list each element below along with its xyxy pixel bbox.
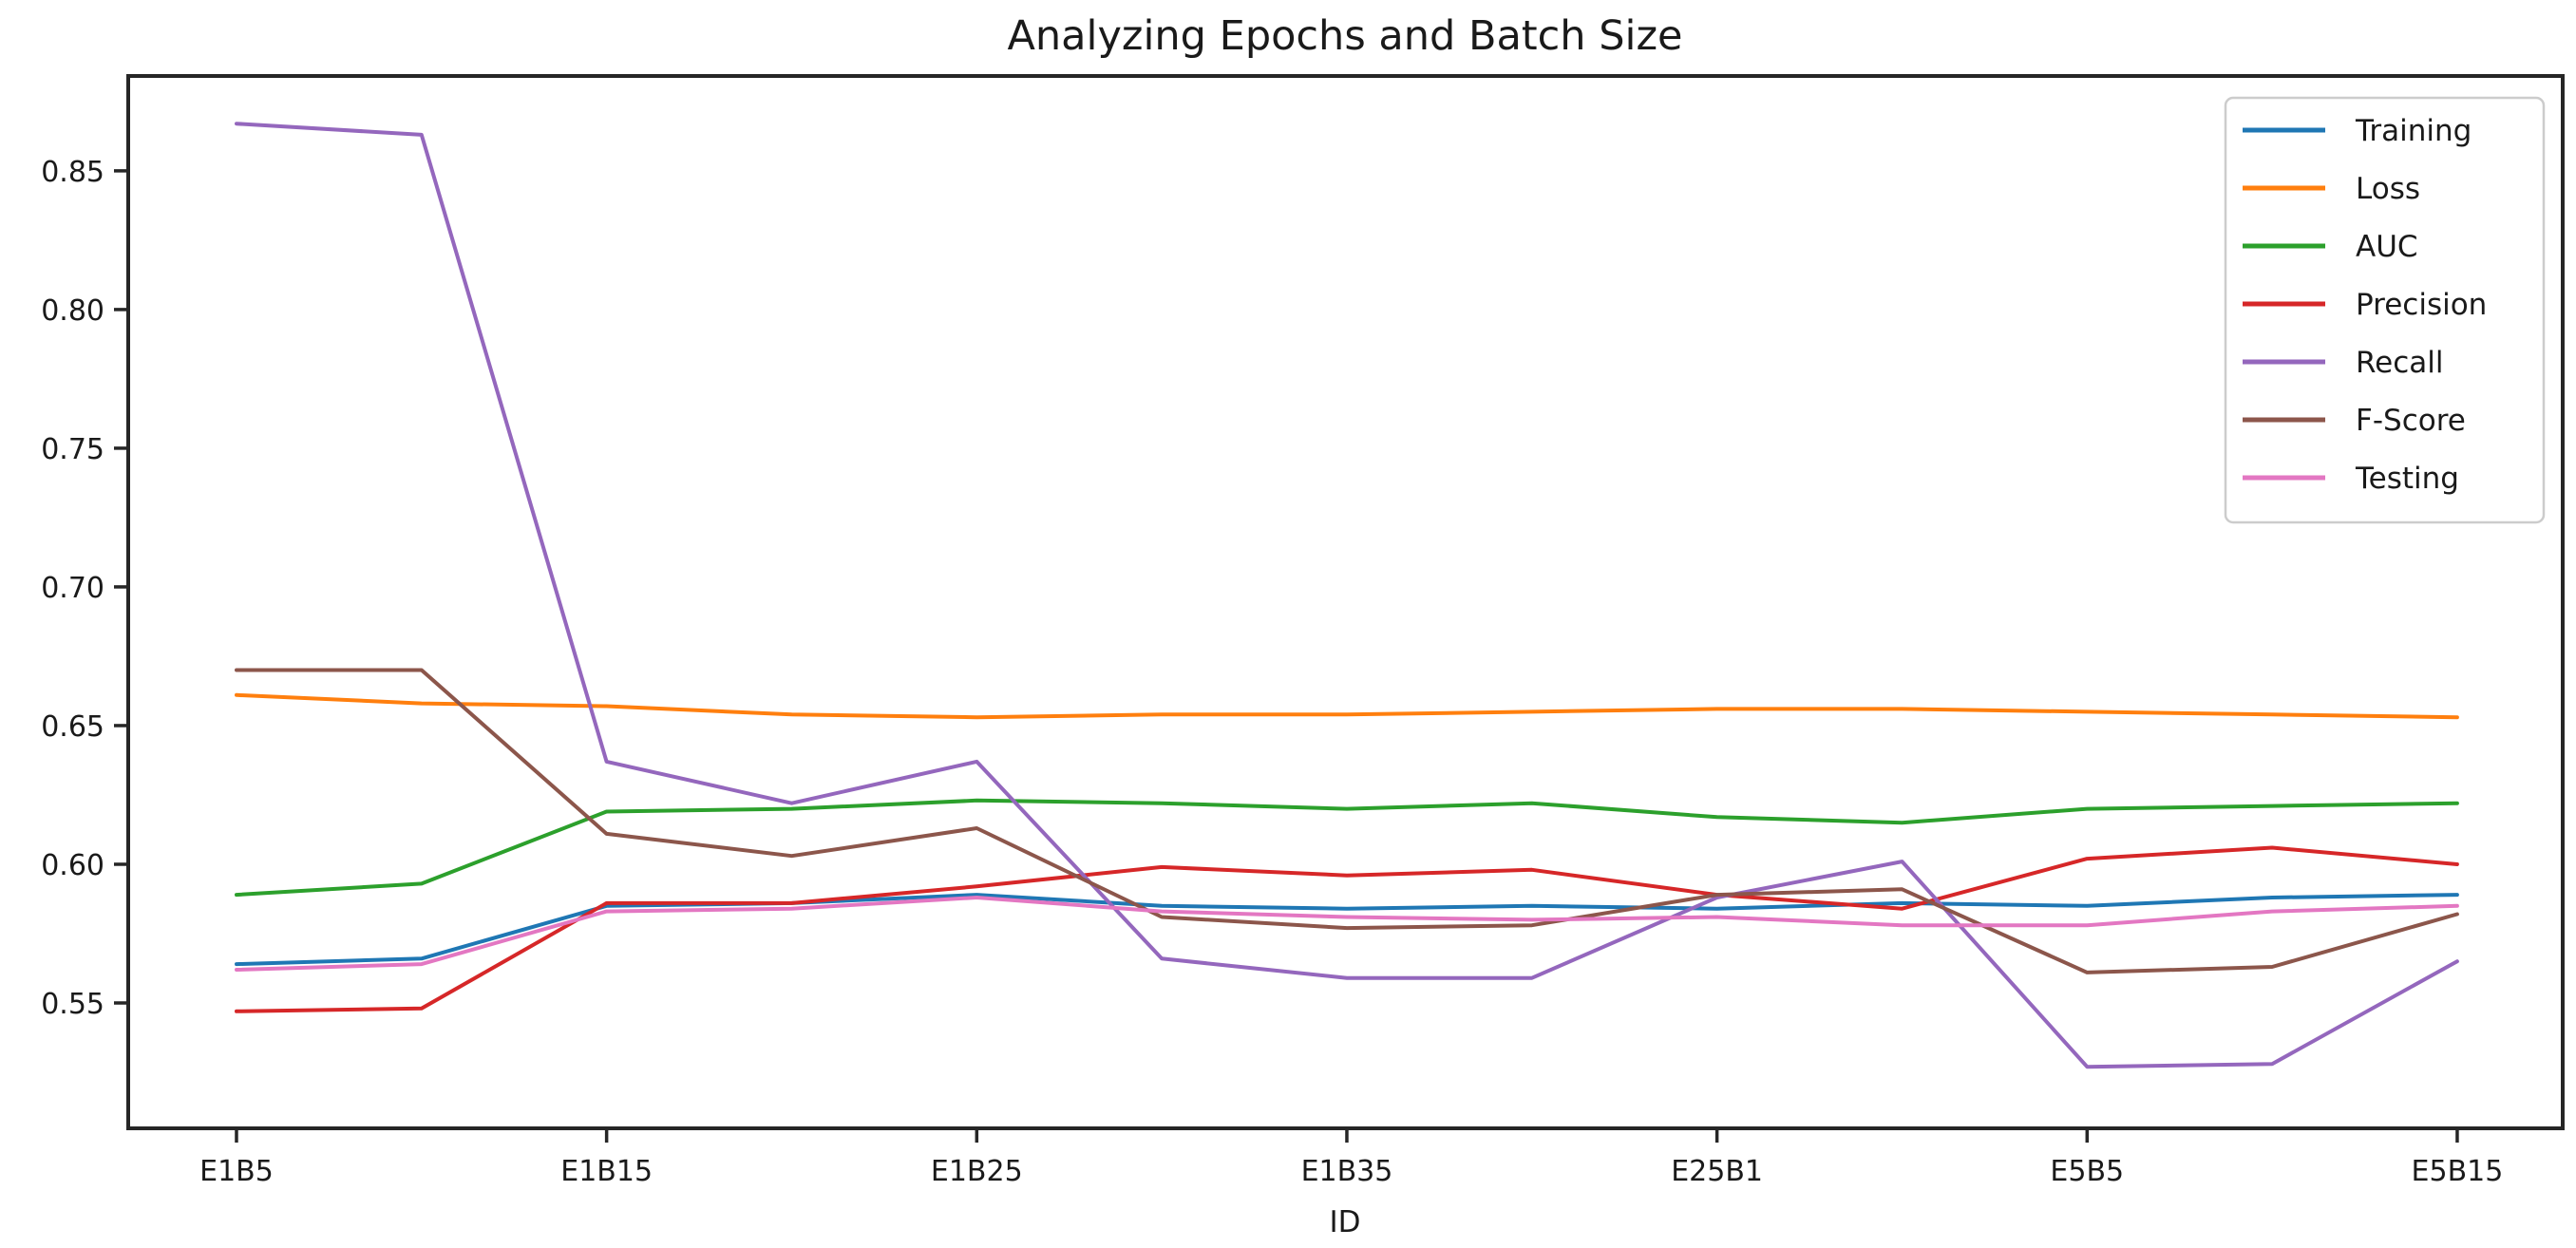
legend-label-testing: Testing bbox=[2355, 462, 2459, 496]
series-line-testing bbox=[235, 896, 2459, 972]
series-line-f-score bbox=[235, 668, 2459, 974]
legend-label-loss: Loss bbox=[2356, 172, 2420, 206]
legend-label-recall: Recall bbox=[2356, 346, 2444, 380]
x-tick-label: E1B5 bbox=[199, 1155, 274, 1188]
series-line-training bbox=[235, 893, 2459, 967]
legend: Training Loss AUC Precision Recall F-Score Tes… bbox=[2224, 96, 2546, 524]
x-tick-label: E5B5 bbox=[2050, 1155, 2124, 1188]
x-axis: E1B5 E1B15 E1B25 E1B35 E25B1 E5B5 E5B15 bbox=[199, 1128, 2503, 1188]
x-tick-label: E5B15 bbox=[2412, 1155, 2504, 1188]
y-tick-label: 0.65 bbox=[41, 710, 104, 744]
y-tick-label: 0.75 bbox=[41, 433, 104, 466]
y-tick-label: 0.70 bbox=[41, 572, 104, 605]
y-tick-label: 0.55 bbox=[41, 988, 104, 1021]
x-tick-label: E1B25 bbox=[931, 1155, 1023, 1188]
series-line-recall bbox=[235, 122, 2459, 1069]
legend-label-precision: Precision bbox=[2356, 288, 2487, 322]
legend-box bbox=[2224, 96, 2546, 524]
x-tick-label: E25B1 bbox=[1671, 1155, 1763, 1188]
x-tick-label: E1B35 bbox=[1301, 1155, 1393, 1188]
x-axis-label: ID bbox=[1329, 1205, 1360, 1239]
series-line-auc bbox=[235, 798, 2459, 898]
y-axis: 0.55 0.60 0.65 0.70 0.75 0.80 0.85 bbox=[41, 156, 128, 1021]
series-line-loss bbox=[235, 692, 2459, 720]
y-tick-label: 0.85 bbox=[41, 156, 104, 189]
legend-label-auc: AUC bbox=[2356, 230, 2418, 264]
legend-label-f-score: F-Score bbox=[2356, 404, 2466, 438]
y-tick-label: 0.60 bbox=[41, 849, 104, 882]
series-line-precision bbox=[235, 845, 2459, 1013]
x-tick-label: E1B15 bbox=[560, 1155, 653, 1188]
y-tick-label: 0.80 bbox=[41, 294, 104, 328]
chart-title: Analyzing Epochs and Batch Size bbox=[1008, 12, 1683, 60]
series-lines bbox=[235, 122, 2459, 1069]
legend-label-training: Training bbox=[2355, 114, 2472, 148]
